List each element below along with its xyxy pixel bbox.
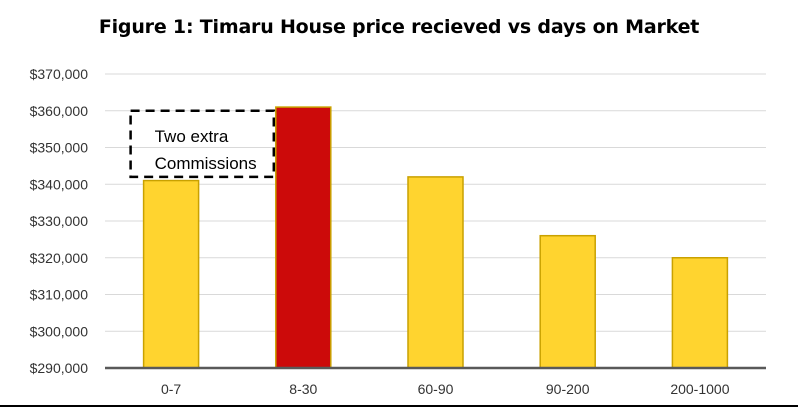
bar-60-90 xyxy=(407,176,464,369)
annotation-line-2: Commissions xyxy=(155,154,257,173)
y-tick-label: $370,000 xyxy=(30,66,89,82)
x-tick-label: 60-90 xyxy=(418,381,454,397)
bar-0-7 xyxy=(142,179,200,369)
x-tick-label: 8-30 xyxy=(289,381,317,397)
y-tick-label: $360,000 xyxy=(30,103,89,119)
y-tick-label: $290,000 xyxy=(30,360,89,376)
y-axis-tick-labels: $290,000 $300,000 $310,000 $320,000 $330,000… xyxy=(30,66,89,376)
y-tick-label: $330,000 xyxy=(30,213,89,229)
bar-200-1000 xyxy=(671,257,729,369)
annotation: Two extra Commissions xyxy=(129,109,276,179)
bar-90-200 xyxy=(539,234,596,369)
y-tick-label: $300,000 xyxy=(30,323,89,339)
y-tick-label: $320,000 xyxy=(30,250,89,266)
annotation-line-1: Two extra xyxy=(155,127,229,146)
x-axis-tick-labels: 0-7 8-30 60-90 90-200 200-1000 xyxy=(161,381,730,397)
chart-title: Figure 1: Timaru House price recieved vs… xyxy=(98,16,700,38)
x-tick-label: 200-1000 xyxy=(670,381,729,397)
x-tick-label: 90-200 xyxy=(546,381,590,397)
x-tick-label: 0-7 xyxy=(161,381,181,397)
y-tick-label: $350,000 xyxy=(30,140,89,156)
bar-8-30 xyxy=(275,106,332,369)
y-tick-label: $340,000 xyxy=(30,176,89,192)
y-tick-label: $310,000 xyxy=(30,287,89,303)
bars xyxy=(142,106,729,369)
